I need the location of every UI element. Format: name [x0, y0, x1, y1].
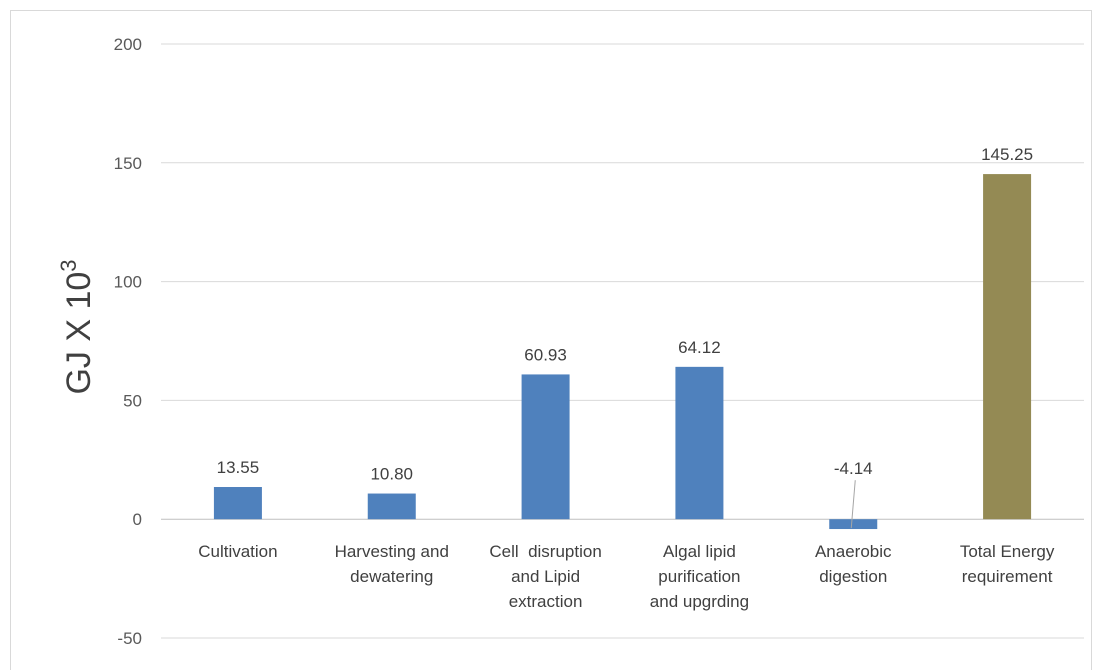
bar	[521, 374, 570, 520]
data-label: -4.14	[834, 459, 873, 478]
y-tick-label: 200	[114, 35, 142, 54]
data-label: 145.25	[981, 145, 1033, 164]
category-label: Total Energy requirement	[960, 542, 1055, 586]
category-labels: Cultivation Harvesting and dewatering Cell …	[198, 542, 1055, 611]
leader-line	[850, 480, 856, 529]
y-axis-title: GJ X 103	[56, 259, 98, 394]
bars	[213, 174, 1032, 530]
data-label: 64.12	[678, 338, 721, 357]
bar	[983, 174, 1032, 520]
y-axis-title-superscript: 3	[56, 259, 81, 271]
category-label: Algal lipid purification and upgrding	[650, 542, 749, 611]
y-tick-label: 100	[114, 273, 142, 292]
y-tick-label: 0	[133, 510, 142, 529]
y-tick-label: 50	[123, 391, 142, 410]
data-labels: 13.55 10.80 60.93 64.12 -4.14 145.25	[217, 145, 1033, 529]
category-label: Anaerobic digestion	[815, 542, 892, 586]
category-label: Harvesting and dewatering	[335, 542, 449, 586]
category-label: Cell disruption and Lipid extraction	[489, 542, 601, 611]
chart-frame	[10, 10, 1092, 670]
category-label: Cultivation	[198, 542, 277, 561]
y-tick-labels: -50 0 50 100 150 200	[114, 35, 142, 648]
data-label: 13.55	[217, 458, 260, 477]
data-label: 60.93	[524, 345, 567, 364]
bar	[829, 519, 878, 530]
gridlines	[161, 43, 1084, 639]
y-tick-label: 150	[114, 154, 142, 173]
bar	[675, 366, 724, 520]
y-axis-title-text: GJ X 10	[60, 272, 98, 395]
y-tick-label: -50	[117, 629, 142, 648]
bar	[367, 493, 416, 520]
data-label: 10.80	[370, 465, 413, 484]
bar	[213, 487, 262, 520]
